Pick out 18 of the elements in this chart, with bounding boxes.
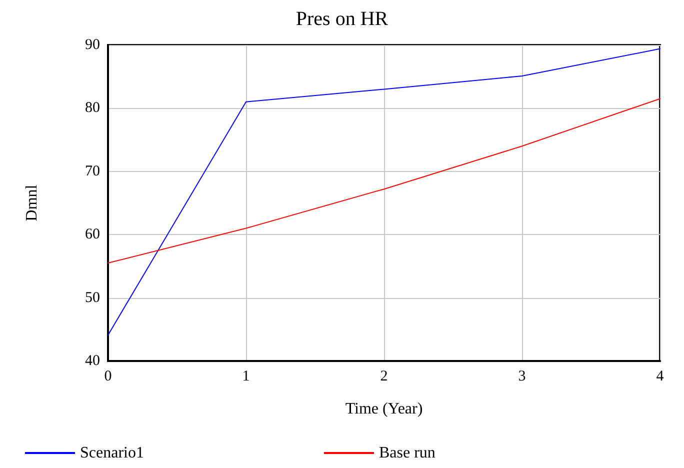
- y-tick-label: 80: [85, 100, 100, 116]
- y-tick-label: 60: [85, 226, 100, 243]
- x-axis-title: Time (Year): [345, 400, 423, 418]
- y-tick-label: 90: [85, 37, 100, 53]
- legend-label: Base run: [378, 444, 436, 462]
- x-tick-label: 2: [380, 368, 388, 384]
- line-series: [108, 48, 660, 336]
- x-tick-label: 0: [104, 368, 112, 384]
- x-tick-label: 3: [518, 368, 526, 384]
- chart-title: Pres on HR: [296, 8, 389, 30]
- y-tick-label: 40: [85, 353, 100, 369]
- y-tick-label: 70: [85, 163, 100, 180]
- y-tick-label: 50: [85, 290, 100, 306]
- x-tick-label: 4: [656, 368, 664, 384]
- x-tick-label: 1: [242, 368, 250, 384]
- y-axis-title: Dmnl: [24, 184, 40, 222]
- line-series: [108, 98, 660, 264]
- legend-label: Scenario1: [80, 444, 144, 462]
